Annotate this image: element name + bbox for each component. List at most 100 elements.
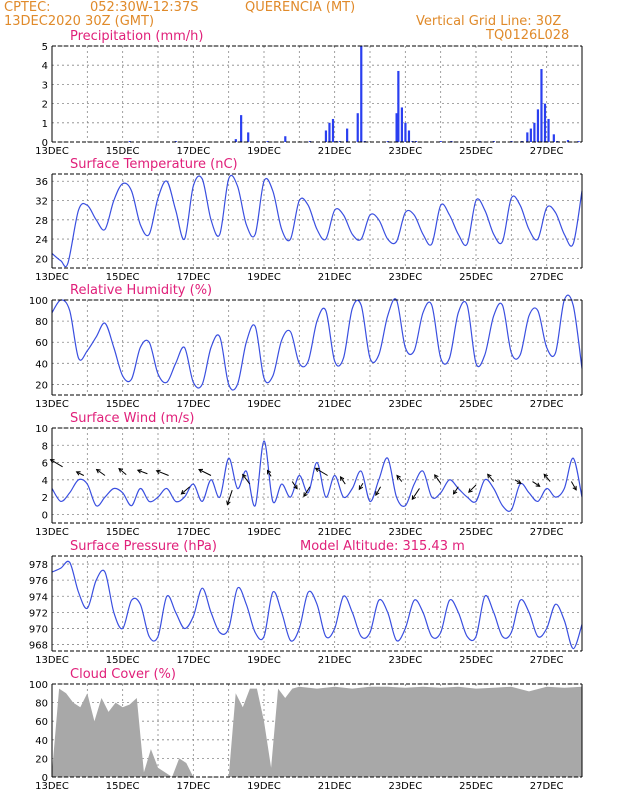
header-coords: 052:30W-12:37S (90, 0, 199, 15)
y-tick-label: 10 (35, 424, 48, 435)
panel-title: Cloud Cover (%) (70, 667, 176, 682)
header-source: CPTEC: (4, 0, 51, 15)
precip-bar (346, 128, 349, 142)
x-tick-label: 17DEC (176, 272, 210, 283)
y-tick-label: 2 (42, 100, 48, 111)
wind-arrow (156, 470, 169, 476)
wind-arrow-head (411, 495, 417, 501)
wind-arrow (226, 490, 233, 505)
wind-arrow (396, 475, 403, 482)
wind-arrow (358, 483, 364, 490)
wind-arrow-head (303, 492, 308, 498)
x-tick-label: 21DEC (318, 399, 352, 410)
wind-arrow (468, 484, 477, 493)
y-tick-label: 968 (29, 641, 48, 652)
wind-arrow-head (375, 491, 380, 497)
wind-arrow (267, 470, 272, 477)
panel-title: Surface Pressure (hPa) (70, 539, 217, 554)
precip-bar (324, 130, 328, 142)
y-tick-label: 0 (42, 773, 48, 784)
precip-bar (266, 141, 269, 142)
series-line (51, 294, 583, 391)
precip-bar (284, 136, 287, 142)
y-tick-label: 974 (29, 592, 48, 603)
y-tick-label: 100 (29, 680, 48, 691)
precip-bar (331, 118, 335, 142)
panel-title: Relative Humidity (%) (70, 283, 212, 298)
header-code: TQ0126L028 (486, 28, 570, 43)
wind-arrow-head (396, 474, 401, 480)
precip-bar (577, 141, 580, 142)
y-tick-label: 8 (42, 441, 48, 452)
precip-bar (414, 141, 418, 142)
precip-bar (543, 103, 547, 142)
wind-arrow (76, 471, 85, 476)
x-tick-label: 17DEC (176, 527, 210, 538)
precip-bar (240, 115, 243, 142)
precip-bar (247, 132, 250, 142)
y-tick-label: 4 (42, 476, 48, 487)
x-tick-label: 27DEC (530, 272, 564, 283)
wind-arrow-head (226, 500, 231, 506)
wind-arrow-head (266, 469, 272, 475)
y-tick-label: 978 (29, 560, 48, 571)
precip-bar (234, 139, 237, 142)
wind-arrow (487, 474, 495, 482)
x-tick-label: 13DEC (35, 272, 69, 283)
x-tick-label: 21DEC (318, 272, 352, 283)
x-tick-label: 25DEC (459, 655, 493, 666)
wind-arrow (570, 481, 577, 491)
x-tick-label: 27DEC (530, 527, 564, 538)
panel-6: Cloud Cover (%) 0 20 40 60 80 100 13DEC 15DEC 17D… (29, 667, 583, 792)
y-tick-label: 970 (29, 624, 48, 635)
wind-arrow-head (452, 489, 458, 495)
panel-title: Surface Wind (m/s) (70, 411, 194, 426)
x-tick-label: 15DEC (106, 527, 140, 538)
x-tick-label: 21DEC (318, 146, 352, 157)
y-tick-label: 40 (35, 736, 48, 747)
x-tick-label: 15DEC (106, 781, 140, 792)
wind-arrow-head (468, 488, 473, 493)
x-tick-label: 27DEC (530, 781, 564, 792)
y-tick-label: 2 (42, 493, 48, 504)
panel-title: Precipitation (mm/h) (70, 29, 203, 44)
y-tick-label: 20 (35, 754, 48, 765)
y-tick-label: 976 (29, 576, 48, 587)
x-tick-label: 23DEC (388, 781, 422, 792)
wind-arrow (96, 469, 106, 476)
x-tick-label: 15DEC (106, 146, 140, 157)
wind-arrow-head (242, 473, 247, 479)
precip-bar (526, 132, 529, 142)
wind-arrow-head (180, 490, 186, 495)
y-tick-label: 32 (35, 197, 48, 208)
wind-arrow-head (516, 479, 522, 484)
precip-bar (536, 109, 540, 142)
panel-annotation: Model Altitude: 315.43 m (300, 539, 465, 554)
precip-bar (407, 130, 411, 142)
x-tick-label: 25DEC (459, 781, 493, 792)
y-tick-label: 40 (35, 359, 48, 370)
x-tick-label: 21DEC (318, 655, 352, 666)
x-tick-label: 21DEC (318, 527, 352, 538)
x-tick-label: 19DEC (247, 399, 281, 410)
panel-2: Surface Temperature (nC) 20 24 28 32 36 13DEC 1… (35, 157, 583, 283)
y-tick-label: 972 (29, 608, 48, 619)
precip-bar (404, 122, 407, 142)
wind-arrow (514, 479, 522, 484)
wind-arrow (303, 486, 311, 497)
precip-bar (397, 70, 400, 142)
precip-bar (552, 134, 555, 142)
wind-arrow (198, 469, 212, 476)
wind-arrow-head (118, 467, 124, 473)
wind-arrow-head (572, 485, 577, 491)
x-tick-label: 21DEC (318, 781, 352, 792)
wind-arrow-head (543, 473, 549, 479)
wind-arrow (411, 488, 420, 500)
x-tick-label: 13DEC (35, 655, 69, 666)
x-tick-label: 25DEC (459, 527, 493, 538)
panel-title: Surface Temperature (nC) (70, 157, 238, 172)
x-tick-label: 25DEC (459, 272, 493, 283)
header-grid-note: Vertical Grid Line: 30Z (416, 14, 562, 29)
precip-bar (356, 113, 359, 142)
precip-bar (533, 122, 536, 142)
